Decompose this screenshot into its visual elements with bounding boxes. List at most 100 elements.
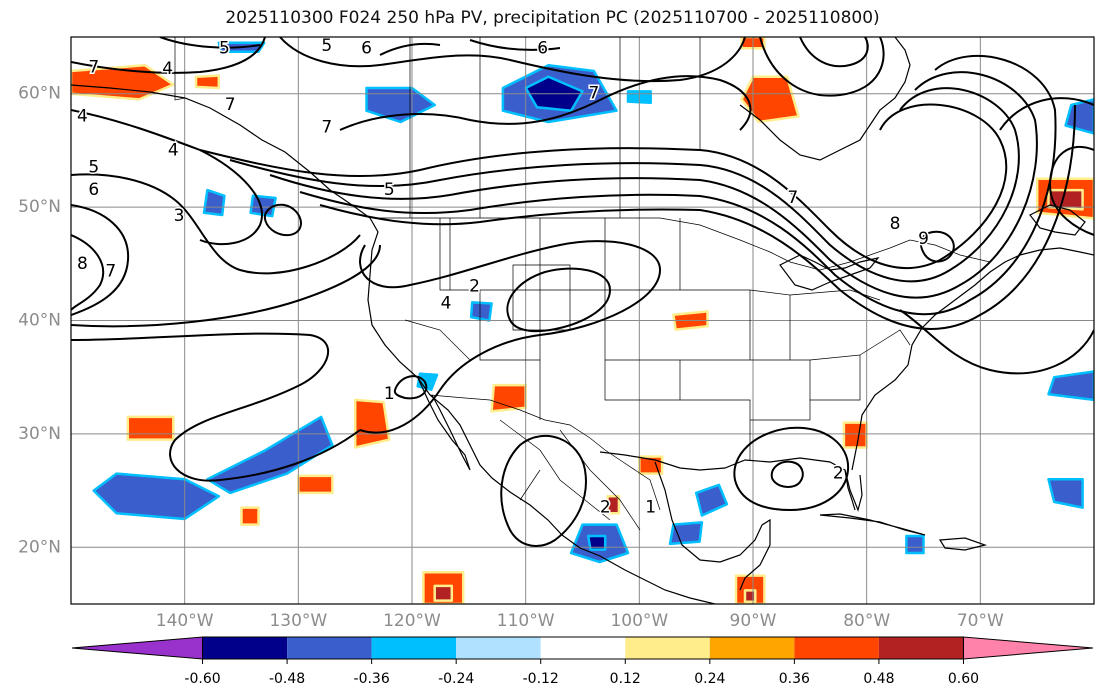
- colorbar-segment: [794, 637, 879, 659]
- pv-contour-label: 4: [441, 293, 452, 313]
- cuba-coastline: [819, 513, 926, 536]
- latitude-tick-label: 50°N: [18, 197, 61, 217]
- pv-contour-jet-3: [269, 71, 1038, 299]
- colorbar-tick-label: -0.12: [523, 671, 559, 687]
- latitude-labels: 60°N 50°N 40°N 30°N 20°N: [18, 84, 61, 558]
- pv-contour-label: 7: [321, 118, 332, 138]
- pv-contour-colorado-low: [506, 267, 612, 333]
- latitude-tick-label: 20°N: [18, 537, 61, 557]
- pv-contour-alaska-1: [71, 37, 266, 74]
- precip-patch: [71, 64, 175, 101]
- pv-contour-label: 7: [88, 58, 99, 78]
- longitude-tick-label: 120°W: [383, 611, 441, 631]
- pv-contour-label: 5: [384, 180, 395, 200]
- baja-california-coastline: [417, 377, 471, 471]
- pv-contour-label: 2: [600, 498, 611, 518]
- pv-contour-jet-4: [299, 55, 1057, 316]
- us-state-lines: [404, 218, 911, 460]
- pv-contour-upper-4: [759, 37, 885, 97]
- pv-contour-west-1: [71, 109, 263, 246]
- us-canada-border: [378, 217, 991, 271]
- hispaniola-coastline: [938, 537, 988, 551]
- pv-contour-gulf-ridge: [733, 426, 850, 512]
- colorbar-tick-label: -0.48: [269, 671, 305, 687]
- precip-patch: [606, 495, 621, 515]
- precip-patch: [469, 301, 493, 322]
- pv-contour-closed-low-west: [263, 203, 302, 237]
- pv-contour-label: 7: [105, 262, 116, 282]
- longitude-tick-label: 90°W: [730, 611, 777, 631]
- precip-patch: [490, 383, 527, 413]
- pv-contour-label: 2: [469, 276, 480, 296]
- precip-patch: [905, 534, 925, 555]
- colorbar-outline: [202, 636, 964, 660]
- longitude-tick-label: 100°W: [610, 611, 668, 631]
- precip-patch: [202, 188, 226, 217]
- canada-province-lines: [174, 37, 701, 218]
- lat-lon-grid: [71, 37, 1094, 604]
- precip-patch: [126, 415, 175, 441]
- pv-contours: [71, 37, 1094, 547]
- pv-contour-label: 7: [787, 188, 798, 208]
- pv-contour-label: 5: [219, 38, 230, 58]
- precip-patch: [240, 506, 260, 526]
- mexico-state-lines: [499, 419, 661, 531]
- pv-contour-southwest-trough: [359, 240, 662, 434]
- colorbar-tick-label: -0.24: [438, 671, 474, 687]
- pv-contour-baja-low: [393, 375, 428, 400]
- latitude-tick-label: 40°N: [18, 311, 61, 331]
- precip-patch: [353, 398, 391, 449]
- political-borders: [174, 37, 991, 531]
- map-frame: [70, 36, 1095, 605]
- pv-contour-label: 4: [168, 140, 179, 160]
- colorbar-tick-label: -0.60: [184, 671, 220, 687]
- precip-patch: [433, 584, 454, 602]
- precip-patch: [694, 483, 729, 517]
- gulf-coastline: [599, 451, 856, 591]
- pv-contour-label: 5: [88, 157, 99, 177]
- pv-contour-east-4: [920, 230, 955, 263]
- latitude-tick-label: 60°N: [18, 84, 61, 104]
- pv-contour-label: 9: [918, 229, 929, 249]
- pv-contour-jet-2: [229, 87, 1020, 283]
- pv-contour-mexico-low: [500, 435, 587, 547]
- pv-contour-jet-1: [199, 103, 1008, 269]
- pv-contour-alaska-2: [159, 37, 261, 49]
- colorbar-tick-label: 0.24: [694, 671, 725, 687]
- florida-coastline: [844, 469, 863, 512]
- us-mexico-border: [429, 394, 621, 461]
- longitude-tick-label: 70°W: [957, 611, 1004, 631]
- pv-contour-east-2: [1048, 145, 1094, 236]
- latitude-tick-label: 30°N: [18, 424, 61, 444]
- pv-contour-east-ridge: [899, 309, 1094, 375]
- longitude-tick-label: 80°W: [843, 611, 890, 631]
- pv-contour-west-3: [71, 234, 105, 311]
- precip-patch: [416, 372, 439, 391]
- pacific-northwest-coastline: [71, 84, 716, 604]
- pv-contour-label: 6: [537, 38, 548, 58]
- colorbar-segment: [540, 637, 626, 659]
- precip-patch: [586, 534, 607, 551]
- colorbar-tick-label: 0.36: [779, 671, 810, 687]
- colorbar: -0.60 -0.48 -0.36 -0.24 -0.12 0.12 0.24 0.36 0.4…: [71, 636, 1094, 687]
- pv-contour-label: 7: [225, 95, 236, 115]
- colorbar-segment: [202, 637, 288, 659]
- colorbar-over-extension: [962, 636, 1094, 660]
- colorbar-tick-label: 0.48: [863, 671, 894, 687]
- colorbar-segment: [625, 637, 710, 659]
- colorbar-segment: [878, 637, 964, 659]
- pv-contour-west-4: [71, 204, 130, 316]
- colorbar-tick-label: -0.36: [354, 671, 390, 687]
- pv-contour-west-2: [71, 173, 361, 275]
- colorbar-segment: [709, 637, 795, 659]
- longitude-tick-label: 140°W: [156, 611, 214, 631]
- longitude-tick-label: 110°W: [497, 611, 555, 631]
- pv-contour-jet-5: [319, 104, 1076, 330]
- pv-contour-label: 3: [174, 206, 185, 226]
- precip-patch: [743, 589, 757, 603]
- pv-contour-label: 1: [384, 384, 395, 404]
- precip-patch: [1047, 478, 1084, 509]
